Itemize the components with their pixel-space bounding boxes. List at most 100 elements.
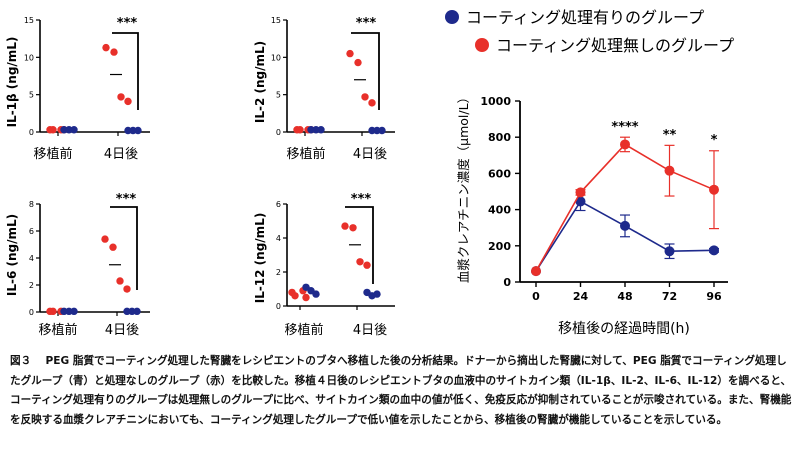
il1b-significance-bracket: [112, 32, 139, 110]
il6-category-pre: 移植前: [38, 322, 77, 338]
creatinine-coated-point: [709, 245, 719, 256]
il6-y-tick-label: 0: [29, 308, 34, 317]
creatinine-ylabel: 血漿クレアチニン濃度（μmol/L）: [456, 91, 471, 283]
il12-uncoated-point: [291, 292, 299, 300]
il12-uncoated-point: [349, 224, 357, 232]
creatinine-y-tick-label: 1000: [480, 95, 511, 108]
il2-uncoated-point: [346, 49, 354, 58]
il12-coated-point: [373, 290, 381, 298]
il12-panel: IL-12 (ng/mL) 0 2 4 6 移植前 4日後 ***: [253, 192, 395, 338]
creatinine-uncoated-point: [664, 165, 675, 176]
il12-category-pre: 移植前: [284, 322, 323, 338]
il2-y-tick-label: 10: [271, 53, 281, 62]
figure: IL-1β (ng/mL) 0 5 10 15 移植前 4日後 *** IL-2 (n…: [5, 8, 734, 338]
creatinine-x-tick-label: 24: [573, 290, 589, 303]
creatinine-x-tick-label: 48: [617, 290, 632, 303]
legend-coated-label: コーティング処理有りのグループ: [466, 8, 704, 27]
creatinine-xlabel: 移植後の経過時間(h): [558, 321, 690, 337]
il6-y-tick-label: 4: [29, 254, 34, 263]
il2-uncoated-point: [368, 99, 376, 107]
il6-significance: ***: [116, 192, 137, 207]
il1b-category-pre: 移植前: [33, 146, 72, 162]
il2-category-pre: 移植前: [286, 146, 325, 162]
il12-plot: 0 2 4 6: [276, 200, 395, 311]
creatinine-uncoated-line: [535, 143, 715, 272]
il6-uncoated-point: [109, 243, 117, 251]
creatinine-uncoated-point: [575, 187, 586, 198]
creatinine-x-tick-label: 96: [706, 290, 722, 303]
creatinine-y-tick-label: 800: [488, 131, 511, 144]
creatinine-coated-point: [575, 196, 586, 207]
il6-plot: 0 2 4 6 8: [29, 200, 150, 317]
il6-ylabel: IL-6 (ng/mL): [5, 214, 19, 296]
il12-coated-point: [312, 290, 320, 298]
il1b-panel: IL-1β (ng/mL) 0 5 10 15 移植前 4日後 ***: [5, 16, 150, 162]
il1b-y-tick-label: 0: [29, 128, 34, 137]
creatinine-panel: 血漿クレアチニン濃度（μmol/L） 0 200 400 600 800 1000 0 24 4…: [456, 91, 728, 337]
il12-category-day4: 4日後: [353, 323, 387, 338]
il2-y-tick-label: 0: [276, 128, 281, 137]
creatinine-x-tick-label: 0: [532, 290, 540, 303]
il6-coated-point: [133, 307, 141, 316]
il1b-significance: ***: [117, 16, 138, 31]
creatinine-y-tick-label: 0: [503, 276, 511, 289]
creatinine-y-tick-label: 200: [488, 240, 511, 253]
il2-category-day4: 4日後: [353, 147, 387, 162]
il12-uncoated-point: [363, 261, 371, 269]
il1b-plot: 0 5 10 15: [24, 16, 150, 137]
il2-y-tick-label: 15: [271, 16, 281, 25]
il1b-y-tick-label: 5: [29, 91, 34, 100]
legend-coated-marker: [445, 10, 459, 24]
creatinine-y-tick-label: 400: [488, 204, 511, 217]
il6-uncoated-point: [49, 307, 57, 316]
il6-uncoated-point: [101, 235, 109, 243]
creatinine-uncoated-point: [531, 266, 541, 277]
il12-uncoated-point: [341, 222, 349, 230]
creatinine-coated-point: [620, 220, 630, 231]
il6-y-tick-label: 2: [29, 281, 34, 290]
il12-y-tick-label: 6: [276, 200, 281, 209]
il6-uncoated-point: [123, 285, 131, 293]
legend-uncoated-marker: [475, 38, 489, 52]
il12-uncoated-point: [302, 293, 310, 302]
il12-uncoated-point: [356, 258, 364, 266]
il1b-coated-point: [70, 126, 78, 134]
legend: コーティング処理有りのグループ コーティング処理無しのグループ: [445, 8, 734, 55]
il12-significance: ***: [351, 192, 372, 207]
il2-panel: IL-2 (ng/mL) 0 5 10 15 移植前 4日後 ***: [253, 16, 395, 162]
il12-y-tick-label: 0: [276, 302, 281, 311]
il1b-category-day4: 4日後: [104, 147, 138, 162]
il2-uncoated-point: [296, 126, 304, 134]
il6-y-tick-label: 8: [29, 200, 34, 209]
legend-uncoated-label: コーティング処理無しのグループ: [496, 36, 734, 55]
creatinine-uncoated-point: [620, 139, 630, 150]
il1b-uncoated-point: [49, 126, 57, 134]
creatinine-coated-point: [664, 246, 675, 257]
il2-uncoated-point: [354, 58, 362, 67]
il2-ylabel: IL-2 (ng/mL): [253, 41, 267, 123]
il2-coated-point: [317, 126, 325, 134]
creatinine-significance: ****: [611, 120, 638, 135]
il1b-uncoated-point: [124, 97, 132, 106]
il12-significance-bracket: [345, 206, 374, 284]
il2-plot: 0 5 10 15: [271, 16, 395, 137]
il1b-ylabel: IL-1β (ng/mL): [5, 37, 19, 128]
il2-uncoated-point: [361, 93, 369, 101]
il2-coated-point: [378, 126, 386, 135]
il6-y-tick-label: 6: [29, 227, 34, 236]
il6-coated-point: [70, 307, 78, 316]
il2-significance-bracket: [351, 32, 380, 110]
il6-panel: IL-6 (ng/mL) 0 2 4 6 8 移植前 4日後 ***: [5, 192, 150, 338]
creatinine-y-tick-label: 600: [488, 167, 511, 180]
il2-significance: ***: [356, 16, 377, 31]
creatinine-x-tick-label: 72: [662, 290, 677, 303]
il6-category-day4: 4日後: [105, 323, 139, 338]
il1b-coated-point: [134, 126, 142, 135]
il1b-uncoated-point: [110, 48, 118, 56]
il1b-uncoated-point: [117, 93, 125, 101]
il1b-y-tick-label: 10: [24, 53, 34, 62]
il12-ylabel: IL-12 (ng/mL): [253, 213, 267, 304]
creatinine-significance: **: [663, 128, 677, 143]
creatinine-uncoated-point: [709, 184, 719, 195]
